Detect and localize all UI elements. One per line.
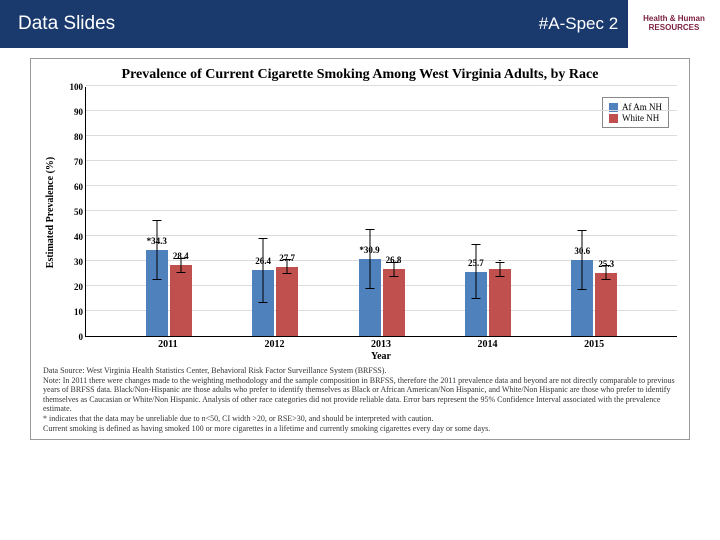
gridline — [86, 210, 677, 211]
dhhr-logo: Health & Human RESOURCES — [628, 0, 720, 48]
x-tick: 2014 — [478, 339, 498, 350]
error-bar — [156, 220, 157, 280]
gridline — [86, 185, 677, 186]
chart-footnote: Data Source: West Virginia Health Statis… — [43, 366, 677, 433]
x-tick: 2011 — [158, 339, 177, 350]
gridline — [86, 110, 677, 111]
error-bar — [263, 238, 264, 303]
header-bar: Data Slides #A-Spec 2 Health & Human RES… — [0, 0, 720, 48]
x-tick: 2012 — [264, 339, 284, 350]
slide-title: Data Slides — [0, 0, 528, 48]
x-axis-ticks: 2011 2012 2013 2014 2015 — [85, 337, 677, 351]
legend: Af Am NH White NH — [602, 97, 669, 128]
chart-box: Prevalence of Current Cigarette Smoking … — [30, 58, 690, 440]
y-tick: 50 — [74, 207, 83, 217]
error-bar — [606, 265, 607, 280]
bar: 25.7 — [465, 272, 487, 336]
bar: 26.4 — [252, 270, 274, 336]
chart-title: Prevalence of Current Cigarette Smoking … — [43, 67, 677, 83]
bar-group: *30.926.8 — [359, 259, 405, 336]
chart-container: Prevalence of Current Cigarette Smoking … — [0, 48, 720, 446]
plot-area: Af Am NH White NH *34.328.4 26.427.7 *30.9… — [85, 87, 677, 337]
bar-group: *34.328.4 — [146, 250, 192, 336]
error-bar — [475, 244, 476, 299]
bar: 27.7 — [276, 267, 298, 336]
bar: *30.9 — [359, 259, 381, 336]
y-tick: 60 — [74, 182, 83, 192]
y-tick: 70 — [74, 157, 83, 167]
y-tick: 90 — [74, 107, 83, 117]
x-tick: 2015 — [584, 339, 604, 350]
y-axis-ticks: 0102030405060708090100 — [59, 87, 85, 337]
y-tick: 100 — [70, 82, 84, 92]
bar-group: 25.7- — [465, 269, 511, 336]
gridline — [86, 235, 677, 236]
y-tick: 20 — [74, 282, 83, 292]
gridline — [86, 160, 677, 161]
error-bar — [180, 258, 181, 273]
y-tick: 40 — [74, 232, 83, 242]
bar: *34.3 — [146, 250, 168, 336]
y-axis-label: Estimated Prevalence (%) — [43, 87, 59, 337]
bar-group: 26.427.7 — [252, 267, 298, 336]
plot-row: Estimated Prevalence (%) 010203040506070… — [43, 87, 677, 337]
error-bar — [582, 230, 583, 290]
y-tick: 80 — [74, 132, 83, 142]
y-tick: 0 — [79, 332, 84, 342]
y-tick: 10 — [74, 307, 83, 317]
bar: 28.4 — [170, 265, 192, 336]
bar: 26.8 — [383, 269, 405, 336]
legend-item-white: White NH — [609, 113, 662, 123]
legend-swatch — [609, 114, 618, 123]
gridline — [86, 135, 677, 136]
error-bar — [369, 229, 370, 289]
bar: - — [489, 269, 511, 336]
error-bar — [499, 262, 500, 277]
bar-group: 30.625.3 — [571, 260, 617, 337]
error-bar — [287, 259, 288, 274]
x-tick: 2013 — [371, 339, 391, 350]
bar: 25.3 — [595, 273, 617, 336]
gridline — [86, 85, 677, 86]
y-tick: 30 — [74, 257, 83, 267]
error-bar — [393, 262, 394, 277]
x-axis-label: Year — [85, 351, 677, 362]
bar: 30.6 — [571, 260, 593, 337]
slide-spec: #A-Spec 2 — [528, 0, 628, 48]
